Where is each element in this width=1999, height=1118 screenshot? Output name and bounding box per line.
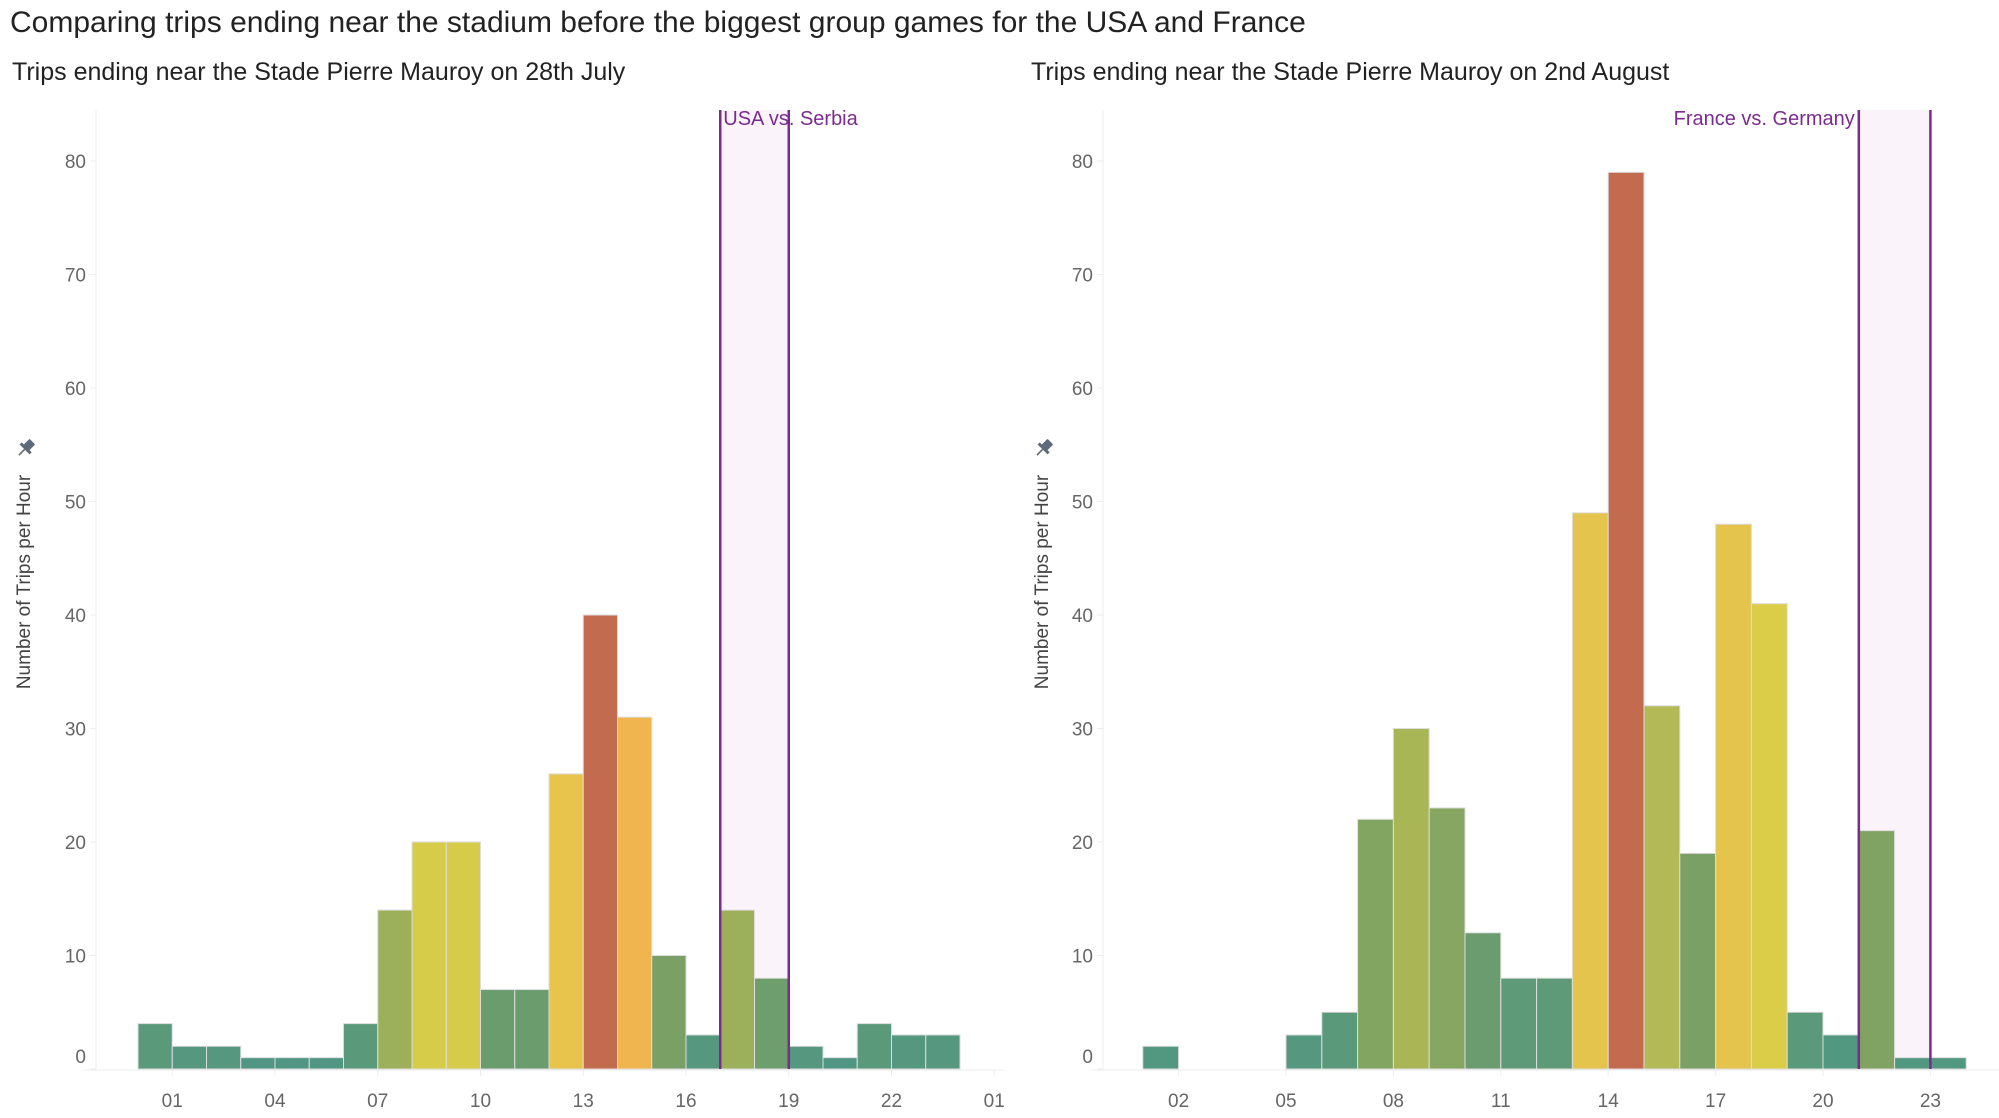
- x-tick-label: 13: [573, 1091, 594, 1112]
- y-tick-label: 50: [65, 493, 86, 514]
- bar: [206, 1045, 242, 1070]
- event-band: [720, 110, 789, 1069]
- bar: [1357, 818, 1394, 1070]
- bar: [480, 989, 516, 1070]
- x-tick-label: 01: [984, 1091, 1005, 1112]
- y-tick-label: 60: [65, 379, 86, 400]
- y-tick-label: 0: [1082, 1047, 1093, 1068]
- bar: [1679, 852, 1717, 1070]
- bar: [548, 773, 584, 1070]
- bar: [1321, 1011, 1359, 1070]
- bar: [1894, 1057, 1931, 1070]
- y-tick-label: 10: [65, 947, 86, 968]
- y-tick-label: 60: [1072, 379, 1093, 400]
- x-tick-label: 16: [675, 1091, 696, 1112]
- event-label: USA vs. Serbia: [723, 108, 858, 130]
- y-tick-label: 80: [65, 152, 86, 173]
- bar: [788, 1045, 824, 1070]
- bar: [651, 955, 687, 1070]
- bar: [308, 1057, 344, 1070]
- bar: [1464, 932, 1502, 1070]
- x-tick-label: 01: [162, 1091, 183, 1112]
- y-tick-label: 10: [1072, 947, 1093, 968]
- right-chart-title: Trips ending near the Stade Pierre Mauro…: [1031, 58, 1670, 86]
- bar: [1571, 512, 1609, 1070]
- x-tick-label: 22: [881, 1091, 902, 1112]
- pin-icon-base: [19, 442, 32, 455]
- y-tick-label: 20: [1072, 833, 1093, 854]
- y-tick-label: 50: [1072, 493, 1093, 514]
- bar: [1428, 807, 1466, 1070]
- bar: [377, 909, 413, 1070]
- pin-icon: [1036, 439, 1053, 456]
- bar: [1392, 728, 1430, 1070]
- y-tick-label: 70: [65, 266, 86, 287]
- bar: [1750, 603, 1788, 1070]
- bar: [1607, 171, 1645, 1070]
- x-tick-label: 20: [1812, 1091, 1833, 1112]
- bar: [514, 989, 550, 1070]
- left-chart-title: Trips ending near the Stade Pierre Mauro…: [12, 58, 626, 86]
- bar: [1142, 1045, 1180, 1070]
- bar: [445, 841, 481, 1070]
- x-tick-label: 19: [778, 1091, 799, 1112]
- bar: [1929, 1057, 1967, 1070]
- pin-icon-needle: [18, 448, 26, 456]
- bar: [240, 1057, 276, 1070]
- x-tick-label: 17: [1705, 1091, 1726, 1112]
- x-tick-label: 02: [1168, 1091, 1189, 1112]
- bar: [891, 1034, 927, 1070]
- y-tick-label: 40: [65, 606, 86, 627]
- bar: [1822, 1034, 1860, 1070]
- right-chart: France vs. Germany 0 10 20 30 40 50 60 70 80 02 05 0…: [1032, 108, 1999, 1112]
- bar: [856, 1023, 892, 1070]
- bar: [343, 1023, 379, 1070]
- bar: [1786, 1011, 1824, 1070]
- y-tick-label: 20: [65, 833, 86, 854]
- x-tick-label: 05: [1275, 1091, 1296, 1112]
- y-axis-title: Number of Trips per Hour: [14, 474, 35, 689]
- x-tick-label: 14: [1598, 1091, 1620, 1112]
- y-tick-label: 30: [65, 720, 86, 741]
- y-axis-title: Number of Trips per Hour: [1032, 474, 1053, 689]
- x-tick-label: 04: [264, 1091, 286, 1112]
- bar: [582, 614, 618, 1070]
- bar: [1285, 1034, 1323, 1070]
- bar: [925, 1034, 961, 1070]
- bar: [1643, 705, 1681, 1070]
- bar: [171, 1045, 207, 1070]
- bar: [719, 909, 755, 1070]
- x-tick-label: 08: [1383, 1091, 1404, 1112]
- bar: [685, 1034, 721, 1070]
- pin-icon-needle: [1036, 448, 1044, 456]
- x-tick-label: 23: [1920, 1091, 1941, 1112]
- bar: [1500, 977, 1538, 1070]
- x-tick-label: 10: [470, 1091, 491, 1112]
- bar: [754, 977, 790, 1070]
- event-label: France vs. Germany: [1674, 108, 1855, 130]
- bar: [1536, 977, 1573, 1070]
- y-tick-label: 40: [1072, 606, 1093, 627]
- main-title: Comparing trips ending near the stadium …: [10, 6, 1306, 39]
- bar: [1858, 830, 1896, 1070]
- pin-icon-base: [1037, 442, 1050, 455]
- y-tick-label: 80: [1072, 152, 1093, 173]
- x-tick-label: 07: [367, 1091, 388, 1112]
- y-tick-label: 0: [75, 1047, 86, 1068]
- x-tick-label: 11: [1491, 1091, 1511, 1112]
- bar: [274, 1057, 310, 1070]
- bar: [617, 716, 653, 1070]
- bar: [137, 1023, 173, 1070]
- bar: [411, 841, 447, 1070]
- y-tick-label: 30: [1072, 720, 1093, 741]
- bar: [822, 1057, 858, 1070]
- bar: [1715, 523, 1752, 1070]
- y-tick-label: 70: [1072, 266, 1093, 287]
- pin-icon: [18, 439, 35, 456]
